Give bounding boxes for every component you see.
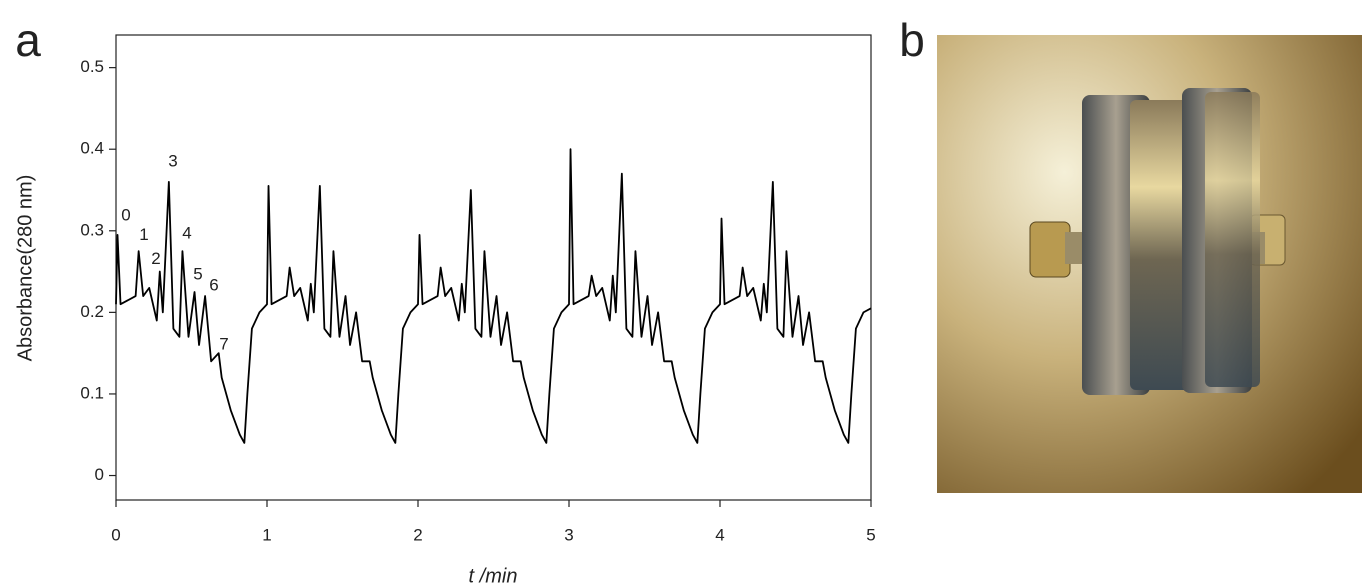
x-tick-label: 4 bbox=[715, 525, 724, 544]
peak-annotation: 0 bbox=[121, 206, 130, 225]
x-tick-label: 3 bbox=[564, 525, 573, 544]
y-tick-label: 0.1 bbox=[80, 383, 104, 402]
y-tick-label: 0.3 bbox=[80, 220, 104, 239]
y-axis-label: Absorbance(280 nm) bbox=[14, 175, 36, 362]
disc-right-face bbox=[1205, 92, 1260, 387]
x-tick-label: 0 bbox=[111, 525, 120, 544]
absorbance-line bbox=[115, 148, 872, 444]
y-tick-label: 0.2 bbox=[80, 302, 104, 321]
peak-annotation: 4 bbox=[182, 224, 191, 243]
panel-label: a bbox=[15, 14, 41, 66]
peak-annotation: 5 bbox=[193, 264, 202, 283]
peak-annotation: 7 bbox=[219, 334, 228, 353]
peak-annotation: 6 bbox=[209, 276, 218, 295]
peak-annotation: 1 bbox=[139, 225, 148, 244]
panel-label: b bbox=[899, 14, 925, 66]
x-tick-label: 5 bbox=[866, 525, 875, 544]
peak-annotation: 2 bbox=[151, 249, 160, 268]
x-tick-label: 1 bbox=[262, 525, 271, 544]
plot-frame bbox=[115, 34, 872, 501]
nut-left bbox=[1029, 221, 1071, 278]
y-tick-label: 0 bbox=[95, 465, 104, 484]
photo bbox=[937, 35, 1362, 493]
y-tick-label: 0.5 bbox=[80, 57, 104, 76]
y-tick-label: 0.4 bbox=[80, 139, 104, 158]
x-tick-label: 2 bbox=[413, 525, 422, 544]
x-axis-label: t /min bbox=[469, 565, 518, 587]
peak-annotation: 3 bbox=[168, 152, 177, 171]
